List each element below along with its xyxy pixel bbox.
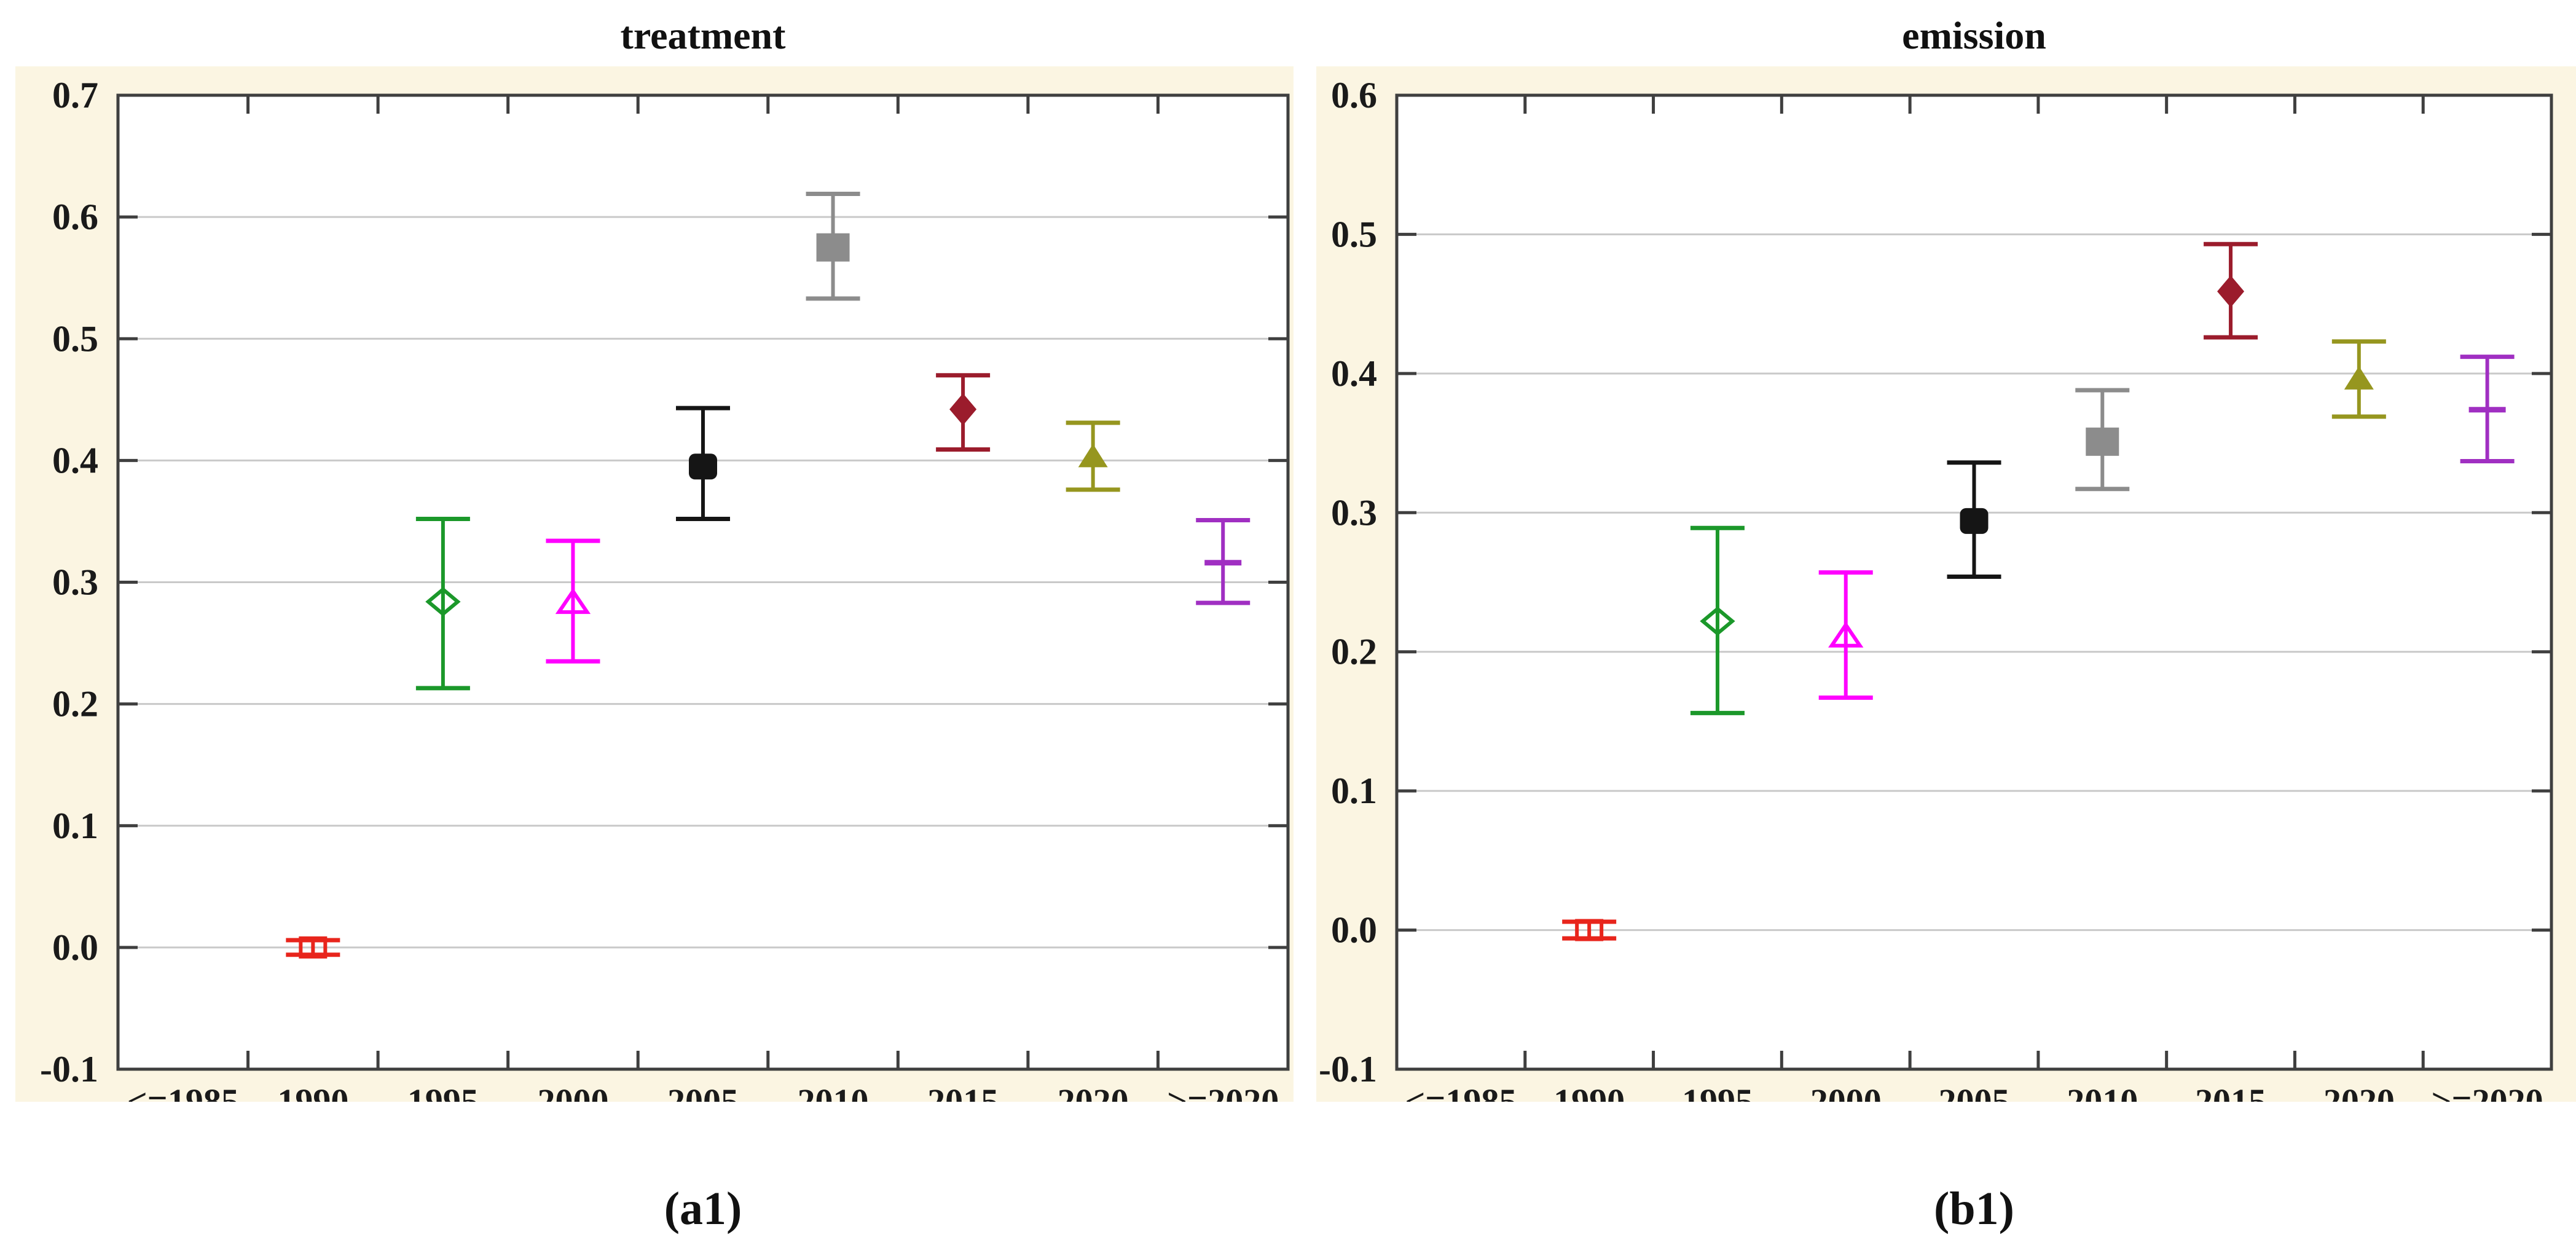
filled-square-marker [689,453,717,480]
x-axis-tick-label: 2020 [1058,1081,1129,1102]
filled-square-marker [1960,508,1989,534]
plot-panel-b1: 0.6 0.5 0.4 0.3 0.2 0.1 0.0 -0.1 <=1985 1990 1995 2… [1316,66,2576,1102]
filled-square-marker [2086,427,2119,456]
filled-square-marker [816,233,850,262]
x-axis-tick-label: 1990 [277,1081,348,1102]
filled-diamond-marker [949,393,977,426]
y-axis-tick-label: -0.1 [1319,1049,1377,1089]
x-axis-tick-label: 1995 [1682,1081,1753,1102]
y-axis-tick-label: 0.0 [1331,910,1377,951]
x-axis-tick-label: 2010 [798,1081,869,1102]
errorbar-point-1990 [1562,919,1617,941]
y-axis-tick-label: 0.6 [1331,75,1377,116]
plot-box [1395,93,2553,1071]
y-axis-tick-label: 0.3 [52,562,98,603]
errorbar-point-2020 [1196,517,1251,605]
errorbar-point-2010 [806,191,860,301]
x-axis-tick-label: 2010 [2067,1081,2138,1102]
errorbar-point-2005 [1947,460,2001,579]
y-axis-tick-label: 0.5 [1331,214,1377,254]
errorbar-point-2020 [2460,355,2515,464]
x-axis-tick-label: 2020 [2323,1081,2395,1102]
x-axis-tick-label: 2005 [1939,1081,2010,1102]
y-axis-tick-label: 0.1 [1331,771,1377,811]
chart-title-emission: emission [1902,14,2046,57]
y-axis-tick-label: 0.3 [1331,492,1377,533]
open-diamond-marker [1700,606,1735,636]
errorbar-point-2015 [936,373,991,452]
filled-triangle-marker [1078,444,1108,468]
errorbar-point-2000 [546,538,600,664]
errorbar-point-1990 [286,936,340,959]
filled-triangle-marker [2344,366,2374,390]
open-triangle-marker [555,587,591,614]
y-axis-tick-label: -0.1 [40,1049,98,1089]
open-square-marker [1575,919,1604,941]
y-axis-tick-label: 0.7 [52,75,98,116]
caption-b1: (b1) [1934,1183,2014,1234]
open-diamond-marker [425,587,461,617]
errorbar-point-2000 [1818,570,1873,700]
errorbar-point-2005 [676,406,730,521]
y-axis-tick-label: 0.4 [52,440,98,481]
x-axis-tick-label: <=1985 [1405,1081,1517,1102]
y-axis-tick-label: 0.2 [52,684,98,724]
filled-diamond-marker [2217,275,2245,308]
errorbar-point-1995 [1690,525,1745,715]
errorbar-point-2015 [2204,241,2258,340]
x-axis-tick-label: 2015 [927,1081,999,1102]
x-axis-tick-label: 2000 [537,1081,608,1102]
plot-panel-a1: 0.7 0.6 0.5 0.4 0.3 0.2 0.1 0.0 -0.1 <=1985 1990 19… [15,66,1294,1102]
errorbar-point-2010 [2075,388,2130,492]
errorbar-point-2020 [2331,339,2386,419]
x-axis-tick-label: 2005 [667,1081,739,1102]
y-axis-tick-label: 0.0 [52,927,98,968]
y-axis-tick-label: 0.2 [1331,632,1377,672]
y-axis-tick-label: 0.5 [52,318,98,359]
chart-title-treatment: treatment [620,14,786,57]
x-axis-tick-label: 1995 [407,1081,479,1102]
x-axis-tick-label: 1990 [1553,1081,1625,1102]
y-axis-tick-label: 0.1 [52,806,98,846]
open-triangle-marker [1828,621,1864,648]
errorbar-point-1995 [415,516,470,691]
errorbar-point-2020 [1066,420,1120,492]
x-axis-tick-label: >=2020 [2432,1081,2543,1102]
x-axis-tick-label: <=1985 [127,1081,239,1102]
x-axis-tick-label: 2000 [1810,1081,1882,1102]
y-axis-tick-label: 0.6 [52,197,98,237]
open-square-marker [299,936,328,959]
y-axis-tick-label: 0.4 [1331,353,1377,394]
x-axis-tick-label: 2015 [2195,1081,2266,1102]
x-axis-tick-label: >=2020 [1167,1081,1279,1102]
caption-a1: (a1) [664,1183,742,1234]
